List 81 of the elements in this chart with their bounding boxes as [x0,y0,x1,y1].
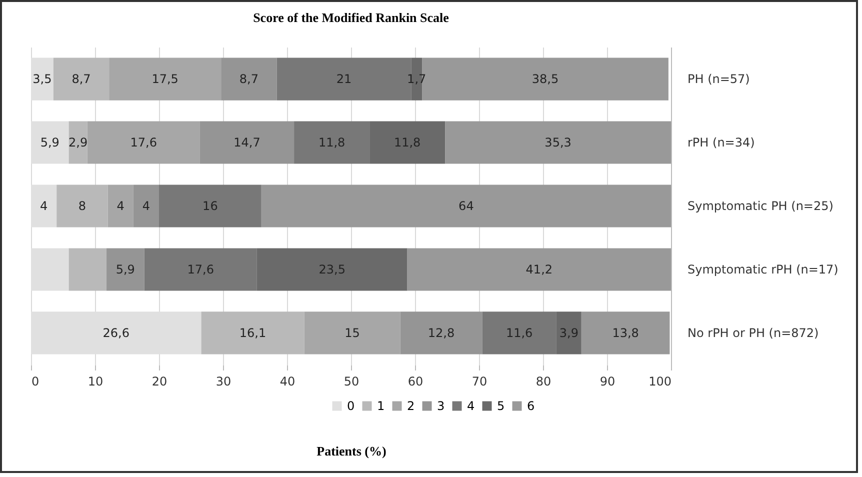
data-label: 4 [116,199,124,213]
data-label: 3,9 [559,326,578,340]
data-label: 26,6 [102,326,130,340]
data-label: 17,6 [130,136,157,150]
data-label: 64 [458,199,474,213]
legend-label: 3 [437,399,445,413]
bar [482,312,556,354]
bar [53,58,110,100]
x-tick-label: 80 [536,374,552,388]
data-label: 8,7 [72,72,91,86]
bar [201,312,304,354]
bar [221,58,277,100]
data-label: 11,6 [506,326,533,340]
data-label: 11,8 [394,136,421,150]
x-tick-label: 20 [152,374,168,388]
bar [56,184,108,228]
bar [294,121,370,164]
x-tick-label: 0 [32,374,40,388]
data-label: 14,7 [234,136,260,150]
data-label: 17,5 [152,72,178,86]
data-label: 4 [142,199,150,213]
data-label: 17,6 [187,262,214,276]
x-tick-label: 60 [408,374,424,388]
data-label: 8 [78,199,86,213]
bar [109,58,222,100]
x-tick-label: 10 [88,374,104,388]
data-label: 16,1 [239,326,266,340]
x-tick-label: 100 [648,374,672,388]
legend-label: 0 [347,399,355,413]
data-label: 38,5 [532,72,559,86]
bar [200,121,294,164]
x-axis-title: Patients (%) [316,444,386,458]
bar [108,184,134,228]
y-tick-label: rPH (n=34) [688,136,755,150]
bar [581,312,670,354]
data-label: 13,8 [612,326,639,340]
data-label: 12,8 [428,326,455,340]
x-tick-label: 90 [600,374,616,388]
bar [106,248,144,291]
data-label: 23,5 [318,262,346,276]
bar [256,248,408,291]
bar [304,312,400,354]
chart-title: Score of the Modified Rankin Scale [253,10,450,25]
data-label: 16 [202,199,218,213]
data-label: 11,8 [318,136,346,150]
x-tick-label: 30 [216,374,232,388]
data-label: 35,3 [544,136,572,150]
y-tick-label: No rPH or PH (n=872) [688,326,819,340]
data-label: 15 [344,326,360,340]
data-label: 3,5 [32,72,52,86]
data-label: 5,9 [40,136,60,150]
data-label: 5,9 [116,262,135,276]
bar [87,121,200,164]
legend-label: 5 [497,399,505,413]
data-label: 1,7 [407,72,426,86]
bar [556,312,582,354]
bar [370,121,446,164]
bar [445,121,671,164]
x-tick-label: 70 [472,374,488,388]
data-label: 21 [336,72,352,86]
legend-label: 6 [527,399,535,413]
bar [68,121,88,164]
y-tick-label: PH (n=57) [688,72,750,86]
bar [261,184,671,228]
bar [133,184,159,228]
y-tick-label: Symptomatic PH (n=25) [688,199,834,213]
bar [400,312,482,354]
legend-label: 1 [377,399,385,413]
x-tick-label: 40 [280,374,296,388]
x-tick-label: 50 [344,374,360,388]
y-tick-label: Symptomatic rPH (n=17) [688,262,838,276]
legend-label: 4 [467,399,475,413]
legend-label: 2 [407,399,415,413]
bar [144,248,257,291]
bar [68,248,107,291]
data-label: 8,7 [239,72,258,86]
data-label: 41,2 [526,262,553,276]
bar [407,248,671,291]
data-label: 4 [40,199,48,213]
bar [159,184,262,228]
data-label: 2,9 [68,136,88,150]
